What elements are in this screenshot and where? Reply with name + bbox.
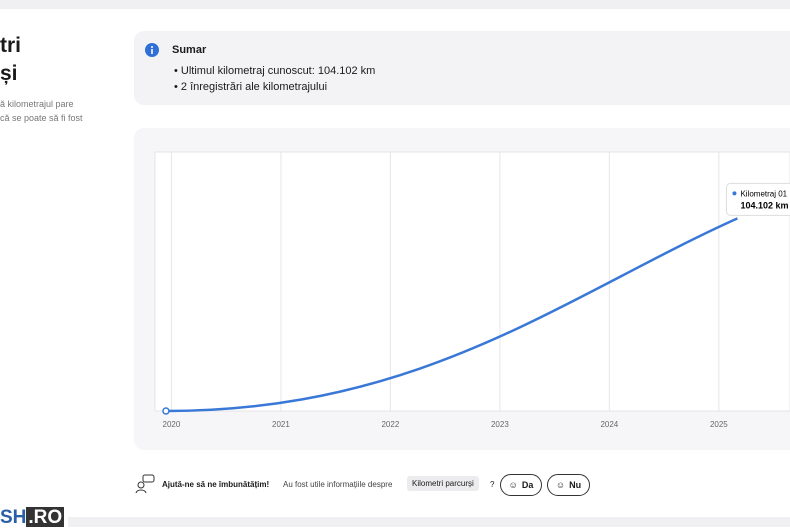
logo-left: SH <box>0 507 27 528</box>
logo-right: .RO <box>26 507 65 528</box>
info-icon <box>145 43 159 57</box>
summary-title: Sumar <box>172 44 207 56</box>
description: că se poate să fi fost <box>0 113 83 123</box>
summary-item: • Ultimul kilometraj cunoscut: 104.102 k… <box>174 65 376 77</box>
x-tick-label: 2022 <box>381 420 399 429</box>
yes-button[interactable]: ☺ Da <box>500 474 542 496</box>
line <box>165 217 738 413</box>
feedback-icon <box>135 474 155 494</box>
x-tick-label: 2024 <box>600 420 618 429</box>
feedback-prompt: Ajută-ne să ne îmbunătățim! <box>162 480 270 489</box>
bottom-bar <box>68 517 790 527</box>
item-text: Ultimul kilometraj cunoscut: 104.102 km <box>180 65 376 77</box>
feedback-question: Au fost utile informațiile despre <box>283 480 393 489</box>
tooltip-value: 104.102 km <box>740 200 788 210</box>
x-tick-label: 2025 <box>710 420 728 429</box>
description: ă kilometrajul pare <box>0 99 74 109</box>
plot-area <box>154 151 790 412</box>
button-label: Da <box>521 480 534 490</box>
tooltip-name: Kilometraj 01 <box>740 189 787 198</box>
summary-item: • 2 înregistrări ale kilometrajului <box>174 81 328 93</box>
x-tick-label: 2021 <box>272 420 290 429</box>
tooltip-box <box>725 182 790 216</box>
tooltip: Kilometraj 01 104.102 km <box>725 182 790 216</box>
summary-box: Sumar • Ultimul kilometraj cunoscut: 104… <box>134 31 790 105</box>
x-tick-label: 2023 <box>491 420 509 429</box>
feedback-topic: Kilometri parcurși <box>407 476 479 491</box>
logo: SH .RO <box>0 507 65 528</box>
tooltip-dot <box>732 191 737 196</box>
feedback-mark: ? <box>490 480 495 489</box>
title-line: și <box>0 62 18 85</box>
title-line: tri <box>0 34 21 57</box>
item-text: 2 înregistrări ale kilometrajului <box>180 81 328 93</box>
top-bar <box>0 0 790 9</box>
button-label: Nu <box>569 480 582 490</box>
x-tick-label: 2020 <box>163 420 181 429</box>
no-button[interactable]: ☺ Nu <box>547 474 590 496</box>
point <box>162 407 170 415</box>
chart: 2020 2021 2022 2023 2024 2025 Kilometraj 01 104… <box>154 151 790 429</box>
